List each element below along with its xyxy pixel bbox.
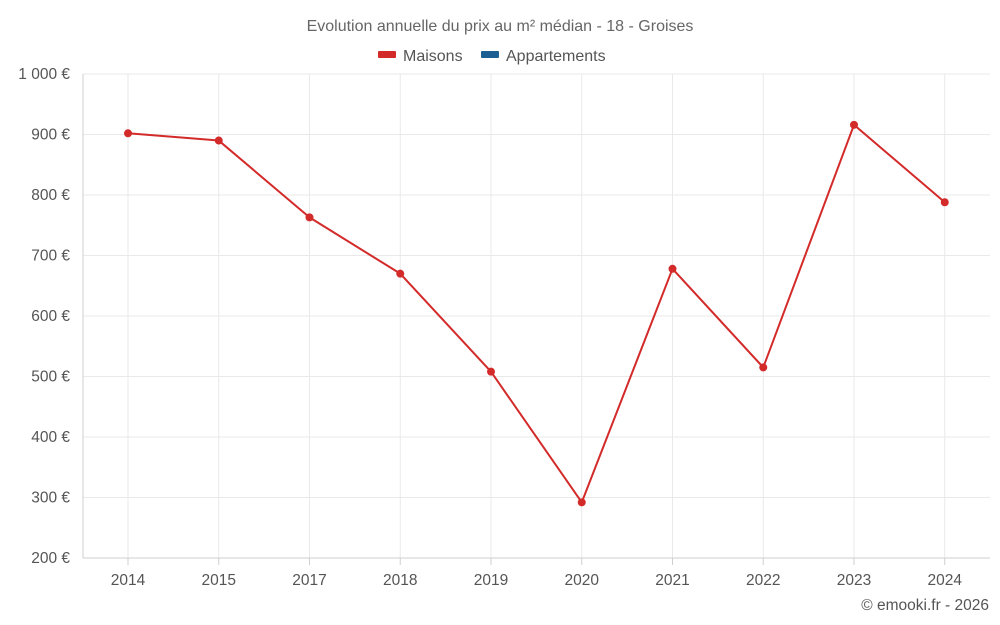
legend-swatch-appartements xyxy=(481,51,499,58)
y-axis: 200 € 300 € 400 € 500 € 600 € 700 € 800 € 900 €… xyxy=(18,66,84,567)
y-tick-label: 1 000 € xyxy=(18,66,70,83)
y-tick-label: 400 € xyxy=(31,429,70,446)
x-axis: 2014 2015 2017 2018 2019 2020 2021 2022 2023 2024 xyxy=(83,557,990,589)
data-point-maisons[interactable] xyxy=(214,136,223,145)
data-point-maisons[interactable] xyxy=(124,129,132,138)
x-tick-label: 2024 xyxy=(928,572,963,589)
chart-title: Evolution annuelle du prix au m² médian … xyxy=(307,18,694,35)
x-gridlines xyxy=(127,74,946,558)
data-point-maisons[interactable] xyxy=(396,269,405,278)
legend-label-maisons: Maisons xyxy=(403,48,463,65)
x-tick-label: 2020 xyxy=(565,572,600,589)
legend-item-maisons[interactable]: Maisons xyxy=(378,48,463,65)
y-tick-label: 900 € xyxy=(31,127,70,144)
data-point-maisons[interactable] xyxy=(940,198,949,207)
y-tick-label: 700 € xyxy=(31,248,70,265)
legend-label-appartements: Appartements xyxy=(506,48,606,65)
data-point-maisons[interactable] xyxy=(668,264,677,273)
data-point-maisons[interactable] xyxy=(759,363,768,372)
x-tick-label: 2015 xyxy=(202,572,236,589)
data-point-maisons[interactable] xyxy=(487,367,495,376)
series-group xyxy=(124,120,949,507)
y-tick-label: 600 € xyxy=(31,308,70,325)
y-gridlines xyxy=(83,73,990,559)
x-tick-label: 2021 xyxy=(655,572,689,589)
data-point-maisons[interactable] xyxy=(577,498,586,507)
x-tick-label: 2017 xyxy=(292,572,326,589)
y-tick-label: 800 € xyxy=(31,187,70,204)
y-tick-label: 200 € xyxy=(31,550,70,567)
data-point-maisons[interactable] xyxy=(305,213,314,222)
y-tick-label: 500 € xyxy=(31,369,70,386)
legend-item-appartements[interactable]: Appartements xyxy=(481,48,606,65)
x-tick-label: 2023 xyxy=(837,572,871,589)
legend-swatch-maisons xyxy=(378,51,396,58)
credit-text: © emooki.fr - 2026 xyxy=(861,597,989,614)
x-tick-label: 2019 xyxy=(474,572,508,589)
data-point-maisons[interactable] xyxy=(850,120,858,129)
y-tick-label: 300 € xyxy=(31,490,70,507)
x-tick-label: 2018 xyxy=(383,572,417,589)
series-line-maisons xyxy=(127,123,946,504)
x-tick-label: 2022 xyxy=(746,572,780,589)
x-tick-label: 2014 xyxy=(111,572,146,589)
legend: Maisons Appartements xyxy=(378,48,606,65)
